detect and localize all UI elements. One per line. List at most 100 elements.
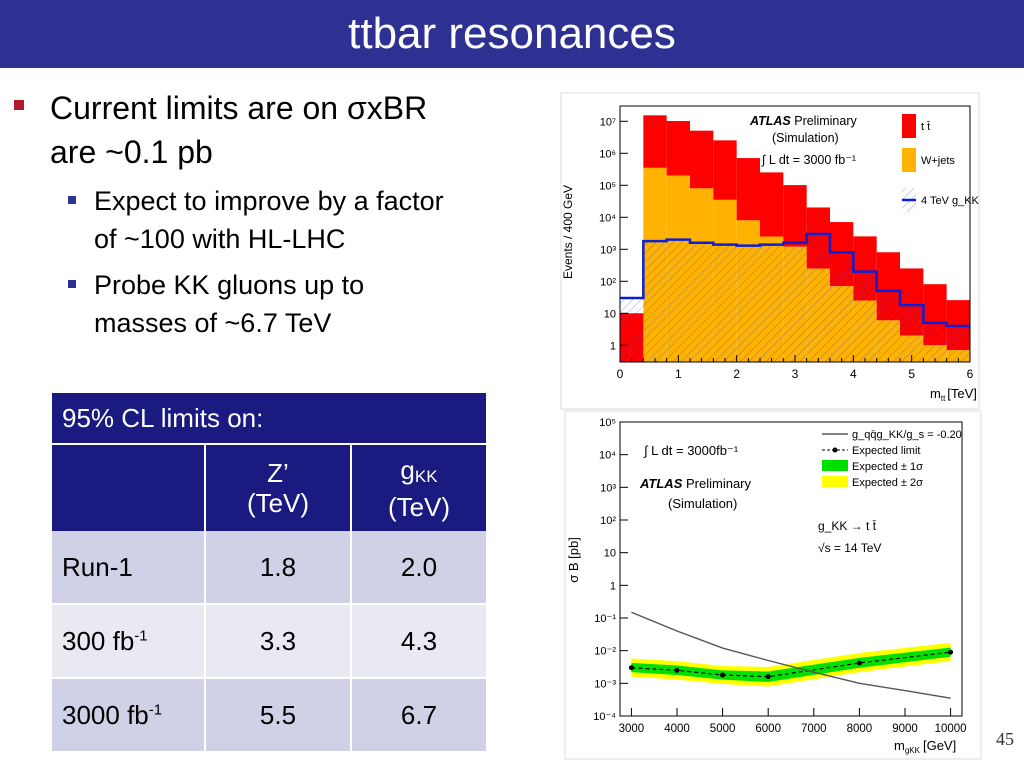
y-tick-label: 10⁵	[599, 180, 616, 192]
legend-label: t t̄	[921, 121, 931, 133]
x-tick-label: 0	[617, 367, 624, 381]
row-label: Run-1	[52, 531, 206, 605]
x-tick-label: 10000	[935, 723, 967, 735]
y-tick-label: 1	[610, 580, 616, 592]
expected-limit-line	[631, 651, 951, 678]
sub-bullet-text: Expect to improve by a factor	[94, 186, 444, 216]
x-tick-label: 3	[792, 367, 799, 381]
y-tick-label: 10⁻¹	[594, 613, 616, 625]
table-row: 3000 fb-1 5.5 6.7	[52, 678, 486, 753]
y-axis-label: Events / 400 GeV	[561, 185, 575, 279]
limit-plot-chart: 3000 4000 5000 6000 7000 8000 9000 10000 10⁻⁴ 10⁻…	[564, 410, 982, 760]
atlas-label: ATLAS Preliminary	[749, 114, 857, 128]
header-gkk: gKK (TeV)	[351, 444, 486, 531]
y-tick-label: 10⁴	[599, 450, 616, 462]
legend: t t̄ W+jets 4 TeV g_KK	[902, 114, 980, 212]
theory-curve	[631, 611, 951, 699]
expected-limit-point	[628, 665, 634, 671]
legend-label: Expected ± 2σ	[852, 477, 923, 489]
ttbar-bar	[760, 172, 784, 237]
legend-label: 4 TeV g_KK	[921, 195, 980, 207]
expected-limit-point	[948, 649, 954, 655]
y-tick-label: 10⁻⁴	[593, 711, 616, 723]
expected-limit-point	[856, 660, 862, 666]
atlas-label: ATLAS Preliminary	[639, 476, 752, 491]
y-tick-label: 10⁶	[599, 148, 616, 160]
signal-line	[620, 232, 970, 328]
ttbar-bar	[666, 120, 690, 176]
ttbar-bar	[713, 140, 737, 200]
bullet-marker	[14, 100, 24, 110]
legend-label: Expected ± 1σ	[852, 461, 923, 473]
legend-label: W+jets	[921, 155, 955, 167]
ttbar-bar	[643, 115, 667, 168]
legend-label: g_qq̄g_KK/g_s = -0.20	[852, 429, 962, 441]
bars-group	[620, 115, 970, 362]
x-tick-label: 1	[675, 367, 682, 381]
ttbar-bar	[736, 158, 760, 221]
gkk-limit: 4.3	[351, 604, 486, 679]
gkk-limit: 6.7	[351, 678, 486, 753]
x-tick-label: 5	[908, 367, 915, 381]
x-tick-label: 4	[850, 367, 857, 381]
y-tick-label: 10⁵	[599, 417, 616, 429]
y-tick-label: 10⁴	[599, 212, 616, 224]
table-caption: 95% CL limits on:	[52, 393, 486, 445]
y-tick-label: 10	[604, 308, 616, 320]
zprime-limit: 5.5	[205, 678, 352, 753]
bullet-list: Current limits are on σxBR are ~0.1 pb E…	[14, 86, 554, 342]
sub-bullet-marker	[68, 280, 76, 288]
x-axis-label: mtt [TeV]	[930, 386, 977, 403]
y-tick-label: 10⁻³	[594, 678, 616, 690]
chart-frame	[564, 410, 982, 760]
sub-bullet-text: of ~100 with HL-LHC	[94, 224, 346, 254]
legend-swatch	[902, 114, 916, 138]
signal-hatch	[620, 234, 970, 362]
slide-title: ttbar resonances	[348, 9, 676, 58]
bullet-text: Current limits are on σxBR	[50, 90, 428, 126]
x-tick-label: 8000	[847, 723, 873, 735]
x-tick-label: 9000	[892, 723, 918, 735]
sub-bullet-text: masses of ~6.7 TeV	[94, 308, 332, 338]
simulation-label: (Simulation)	[668, 496, 737, 511]
expected-limit-point	[674, 667, 680, 673]
y-tick-label: 10	[604, 548, 616, 560]
y-tick-label: 10²	[600, 515, 616, 527]
row-label: 300 fb-1	[52, 604, 206, 679]
sub-bullet-text: Probe KK gluons up to	[94, 270, 365, 300]
limits-table: 95% CL limits on: Z’ (TeV) gKK (TeV) Run…	[52, 393, 486, 753]
axes-group: 3000 4000 5000 6000 7000 8000 9000 10000 10⁻⁴ 10⁻…	[593, 417, 966, 735]
bullet-text: are ~0.1 pb	[50, 134, 213, 170]
luminosity-label: ∫ L dt = 3000fb⁻¹	[643, 443, 739, 458]
energy-label: √s = 14 TeV	[818, 541, 881, 555]
header-gkk-label: g	[400, 454, 415, 485]
legend-swatch	[822, 460, 848, 471]
zprime-limit: 1.8	[205, 531, 352, 605]
row-label: 3000 fb-1	[52, 678, 206, 753]
x-axis-label: mgKK [GeV]	[894, 738, 956, 755]
header-empty	[52, 444, 206, 531]
y-tick-label: 10⁻²	[594, 646, 616, 658]
simulation-label: (Simulation)	[772, 131, 839, 145]
page-number: 45	[996, 729, 1014, 749]
table-row: 300 fb-1 3.3 4.3	[52, 604, 486, 679]
header-zprime: Z’ (TeV)	[205, 444, 352, 531]
ttbar-bar	[783, 185, 807, 247]
bands-group	[628, 611, 954, 699]
x-tick-label: 5000	[710, 723, 736, 735]
header-gkk-unit: (TeV)	[387, 491, 451, 522]
legend-swatch	[902, 148, 916, 172]
luminosity-label: ∫ L dt = 3000 fb⁻¹	[761, 153, 856, 167]
y-tick-label: 10⁷	[600, 116, 616, 128]
legend: g_qq̄g_KK/g_s = -0.20 Expected limit Expec…	[822, 429, 962, 489]
gkk-limit: 2.0	[351, 531, 486, 605]
y-axis-label: σ B [pb]	[566, 537, 581, 583]
mtt-histogram-chart: 0 1 2 3 4 5 6 1 10 10² 10³ 10⁴ 10⁵ 10⁶ 10⁷ Events / 40…	[560, 92, 980, 410]
x-tick-label: 6	[967, 367, 974, 381]
legend-swatch	[822, 476, 848, 487]
zprime-limit: 3.3	[205, 604, 352, 679]
plot-area	[619, 421, 963, 717]
process-label: g_KK → t t̄	[818, 519, 877, 533]
x-tick-label: 6000	[755, 723, 781, 735]
y-tick-label: 10²	[600, 276, 616, 288]
